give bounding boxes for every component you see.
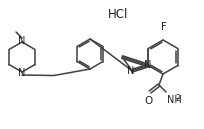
Text: N: N [143,59,150,70]
Text: NH: NH [166,95,181,105]
Text: N: N [18,68,26,78]
Text: 2: 2 [175,94,179,103]
Text: HCl: HCl [107,7,128,21]
Text: O: O [144,96,152,106]
Text: N: N [18,36,26,46]
Text: N: N [127,66,134,76]
Text: F: F [160,22,166,32]
